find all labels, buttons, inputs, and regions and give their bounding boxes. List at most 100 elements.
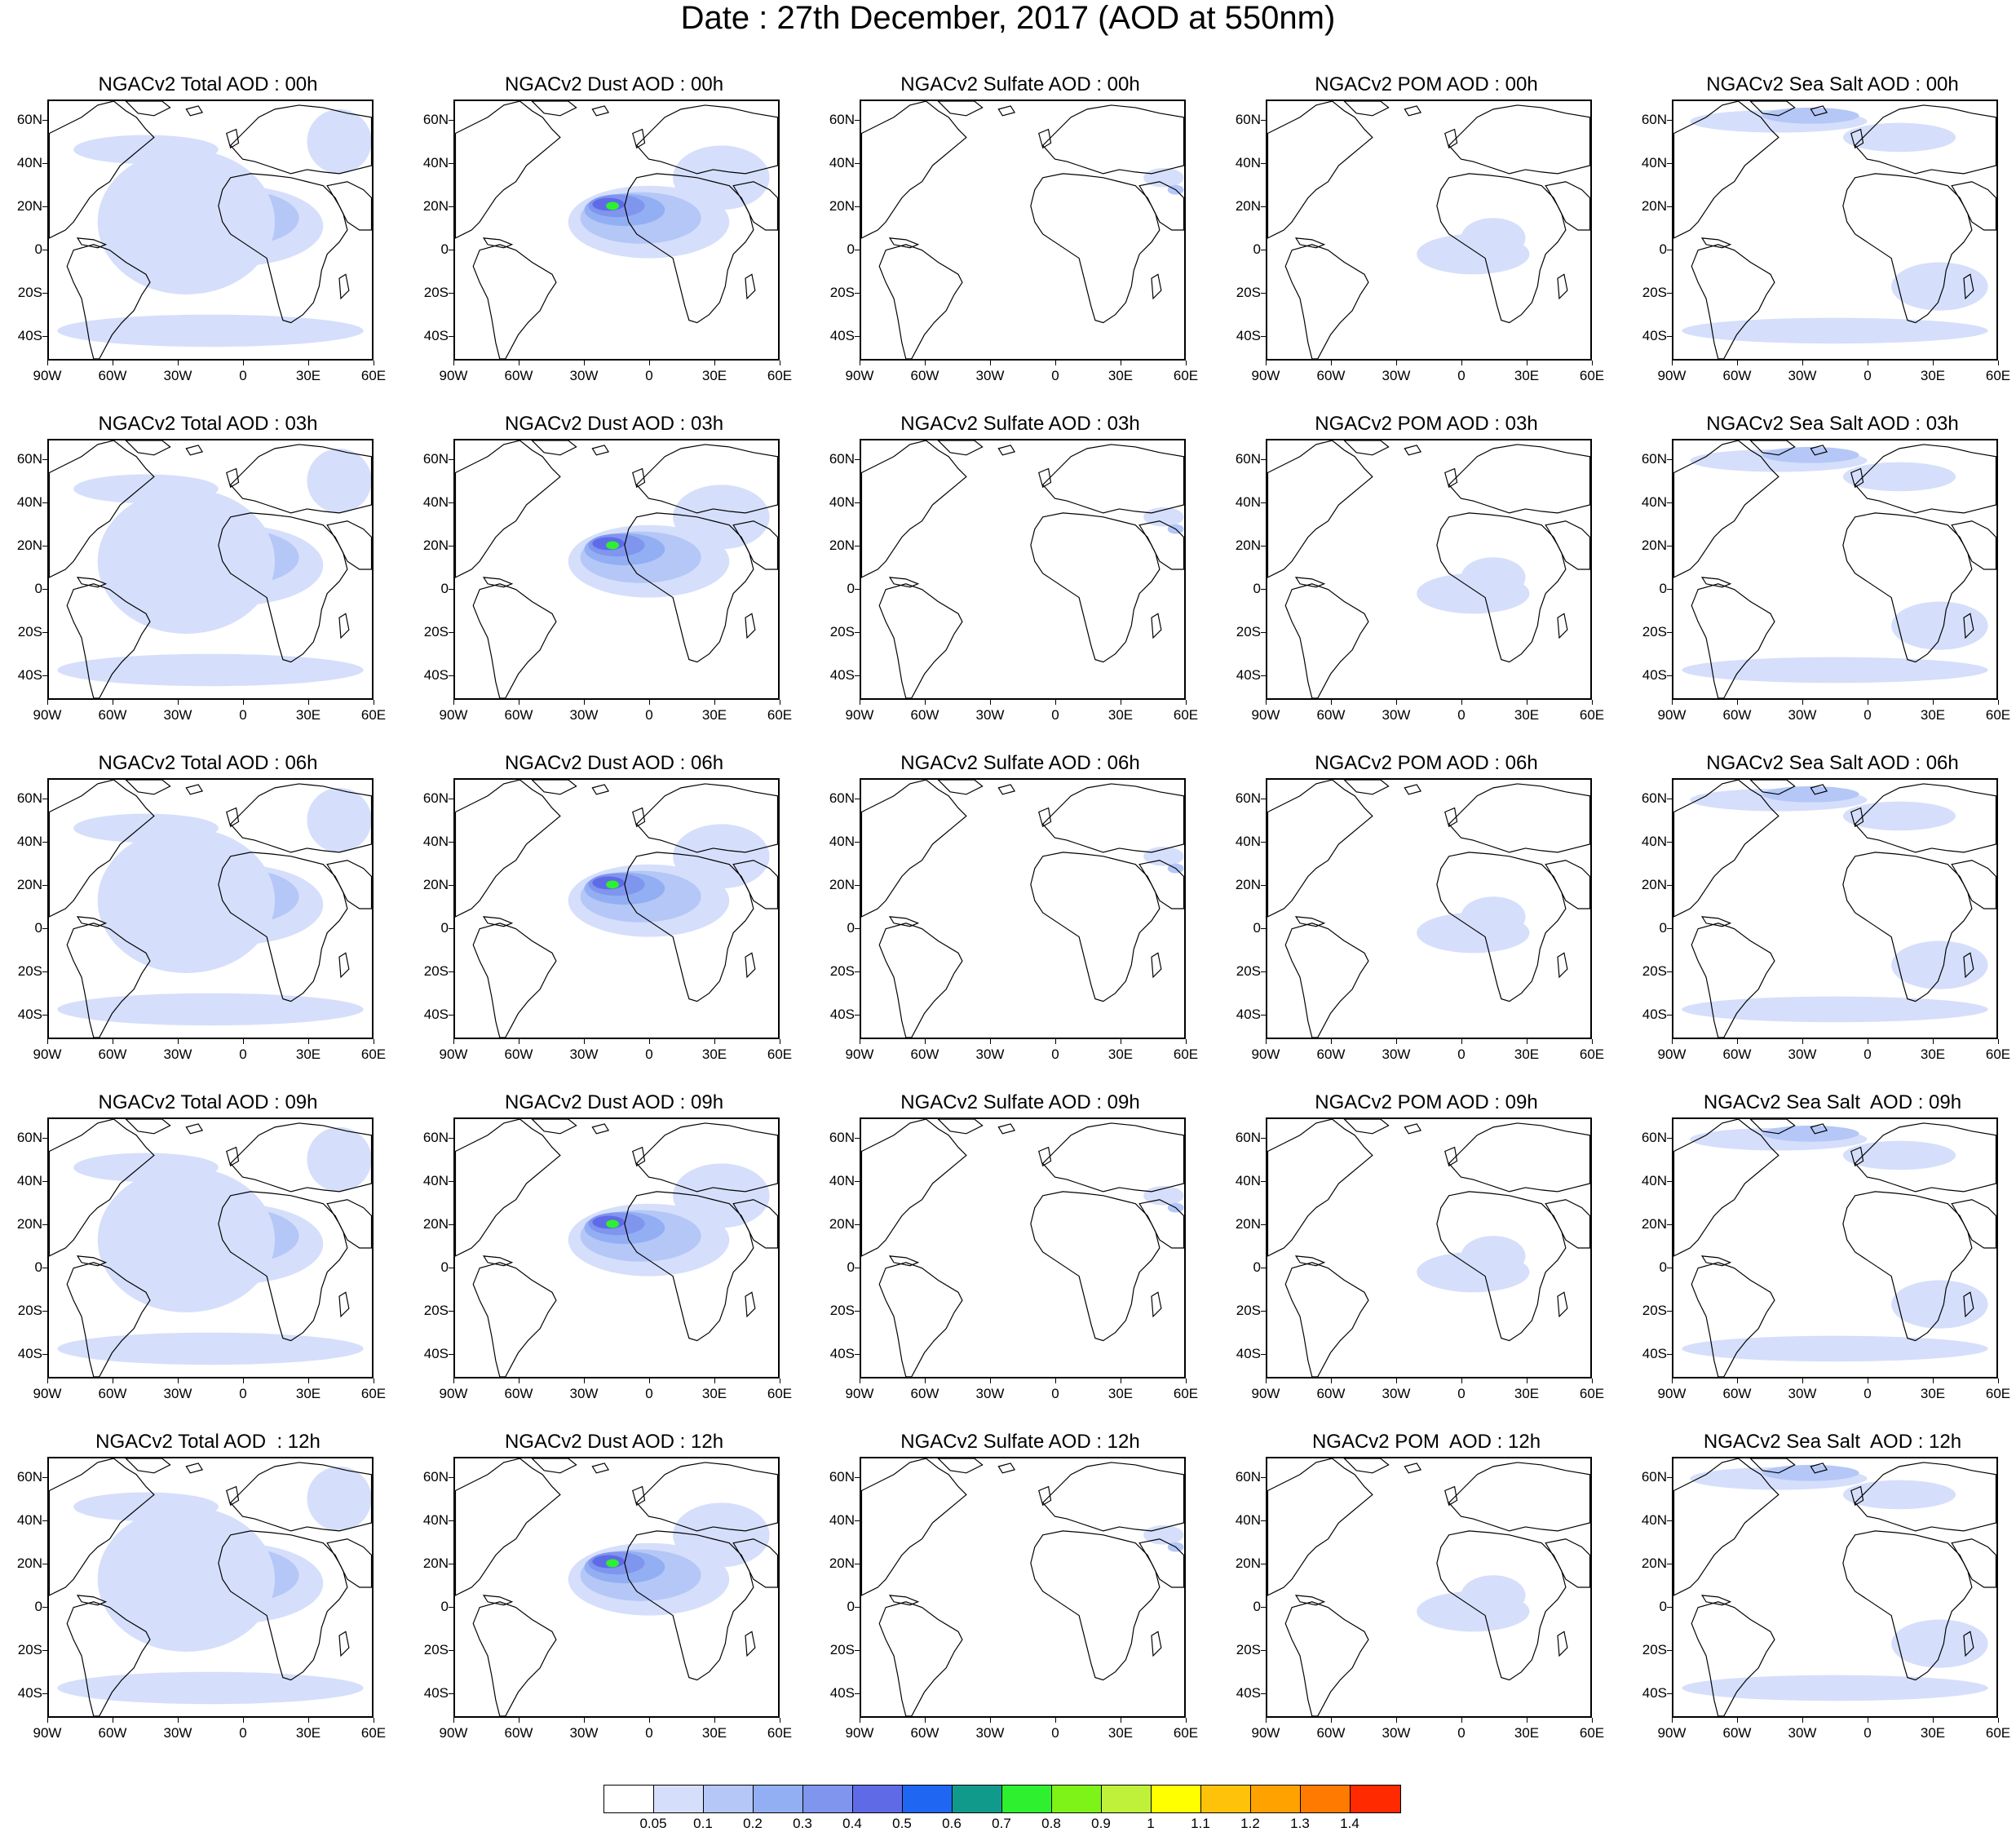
lat-tick-label: 20S: [829, 1303, 855, 1318]
lon-tick-mark: [1737, 1718, 1738, 1723]
lon-tick-label: 0: [645, 1047, 653, 1062]
lat-tick-mark: [1667, 589, 1672, 590]
lon-tick-mark: [925, 1718, 926, 1723]
lon-tick-mark: [47, 1718, 48, 1723]
lon-tick-label: 60E: [1579, 368, 1605, 383]
map-plot-area: [453, 439, 780, 700]
lat-tick-label: 20N: [1235, 1216, 1261, 1232]
lat-tick-mark: [1261, 502, 1266, 503]
lat-tick-mark: [1667, 293, 1672, 294]
colorbar-label: 0.7: [992, 1816, 1011, 1831]
lon-tick-mark: [1266, 1378, 1267, 1383]
panel-title: NGACv2 Total AOD : 00h: [98, 73, 318, 95]
map-panel: NGACv2 POM AOD : 00h 60N 40N 20N 0 20S 40S 90W 6…: [1218, 73, 1610, 400]
lon-tick-mark: [308, 700, 309, 705]
lat-tick-mark: [449, 502, 453, 503]
lat-tick-mark: [1261, 632, 1266, 633]
aod-field: [1891, 1619, 1988, 1668]
lon-tick-mark: [1998, 700, 1999, 705]
lat-tick-label: 0: [1253, 1259, 1261, 1275]
lon-tick-label: 30W: [1788, 707, 1817, 723]
lat-tick-label: 60N: [829, 1130, 855, 1145]
colorbar-label: 0.1: [693, 1816, 713, 1831]
map-svg: [1267, 1458, 1590, 1716]
map-panel: NGACv2 Total AOD : 03h 60N 40N 20N 0 20S 40S 90…: [0, 413, 391, 739]
lon-tick-label: 30E: [295, 1047, 321, 1062]
lat-tick-mark: [1261, 1311, 1266, 1312]
lon-tick-mark: [1672, 700, 1673, 705]
lat-tick-mark: [42, 502, 47, 503]
aod-field: [606, 201, 619, 210]
lon-tick-label: 30E: [1920, 1725, 1946, 1741]
colorbar-swatch: [1201, 1786, 1251, 1812]
lat-tick-mark: [449, 971, 453, 972]
lat-tick-label: 60N: [1641, 112, 1667, 127]
lat-tick-mark: [1261, 675, 1266, 676]
lon-tick-label: 60W: [504, 707, 533, 723]
lon-tick-label: 60E: [1985, 1047, 2011, 1062]
lon-tick-mark: [1737, 361, 1738, 365]
map-panel: NGACv2 Sea Salt AOD : 12h 60N 40N 20N 0 20S 40…: [1625, 1431, 2016, 1757]
lat-tick-mark: [1261, 1477, 1266, 1478]
lat-tick-label: 20S: [17, 963, 42, 979]
colorbar-swatch: [1002, 1786, 1052, 1812]
map-panel: NGACv2 Dust AOD : 12h 60N 40N 20N 0 20S 40S 90W…: [406, 1431, 798, 1757]
lat-tick-label: 20N: [1641, 1555, 1667, 1571]
lon-tick-mark: [453, 1039, 454, 1044]
map-plot-area: [1266, 1457, 1592, 1718]
lat-tick-label: 60N: [1235, 112, 1261, 127]
lon-tick-label: 30E: [1920, 368, 1946, 383]
panel-title: NGACv2 Total AOD : 09h: [98, 1091, 318, 1113]
lon-tick-label: 90W: [439, 368, 468, 383]
colorbar-label: 0.05: [639, 1816, 667, 1831]
lon-tick-mark: [1592, 1039, 1593, 1044]
lat-tick-mark: [449, 928, 453, 929]
lat-tick-label: 20N: [1641, 198, 1667, 214]
lon-tick-label: 60W: [910, 1047, 939, 1062]
aod-field: [57, 1332, 364, 1365]
lon-tick-label: 30E: [1107, 707, 1134, 723]
lat-tick-mark: [855, 546, 860, 547]
lon-tick-mark: [649, 361, 650, 365]
lat-tick-label: 40N: [16, 494, 42, 510]
lon-tick-label: 30E: [1514, 1047, 1540, 1062]
lat-tick-label: 20N: [1641, 538, 1667, 553]
lat-tick-label: 20S: [1642, 1303, 1667, 1318]
lat-tick-mark: [855, 1477, 860, 1478]
lon-tick-mark: [1737, 1039, 1738, 1044]
colorbar-swatch: [1052, 1786, 1102, 1812]
lon-tick-mark: [1055, 700, 1056, 705]
lon-tick-label: 90W: [845, 368, 874, 383]
lat-tick-mark: [1667, 163, 1672, 164]
lat-tick-label: 20S: [829, 963, 855, 979]
lat-tick-mark: [42, 459, 47, 460]
lon-tick-mark: [1998, 1378, 1999, 1383]
lat-tick-label: 20S: [1236, 624, 1261, 639]
aod-field: [1461, 1575, 1526, 1616]
lat-tick-label: 60N: [422, 1130, 449, 1145]
lat-tick-mark: [42, 675, 47, 676]
lat-tick-mark: [449, 206, 453, 207]
lon-tick-label: 60E: [1173, 368, 1199, 383]
map-svg: [49, 440, 372, 698]
map-panel: NGACv2 Sulfate AOD : 09h 60N 40N 20N 0 20S 40S…: [812, 1091, 1204, 1418]
aod-field: [606, 1559, 619, 1568]
lon-tick-mark: [47, 1039, 48, 1044]
lat-tick-label: 40S: [1236, 1007, 1261, 1022]
lon-tick-mark: [1396, 700, 1397, 705]
lat-tick-label: 20N: [422, 1216, 449, 1232]
lon-tick-mark: [1396, 1378, 1397, 1383]
lon-tick-mark: [243, 1039, 244, 1044]
lon-tick-label: 60E: [1579, 707, 1605, 723]
lon-tick-label: 0: [1863, 1386, 1872, 1401]
lon-tick-label: 0: [1051, 1386, 1059, 1401]
lon-tick-mark: [990, 700, 991, 705]
lon-tick-label: 0: [1863, 1725, 1872, 1741]
lat-tick-mark: [1667, 1181, 1672, 1182]
lat-tick-mark: [855, 459, 860, 460]
lon-tick-label: 0: [645, 1386, 653, 1401]
lat-tick-label: 40N: [1235, 155, 1261, 170]
lon-tick-label: 60W: [98, 707, 127, 723]
lon-tick-label: 90W: [33, 707, 62, 723]
lat-tick-mark: [855, 1138, 860, 1139]
